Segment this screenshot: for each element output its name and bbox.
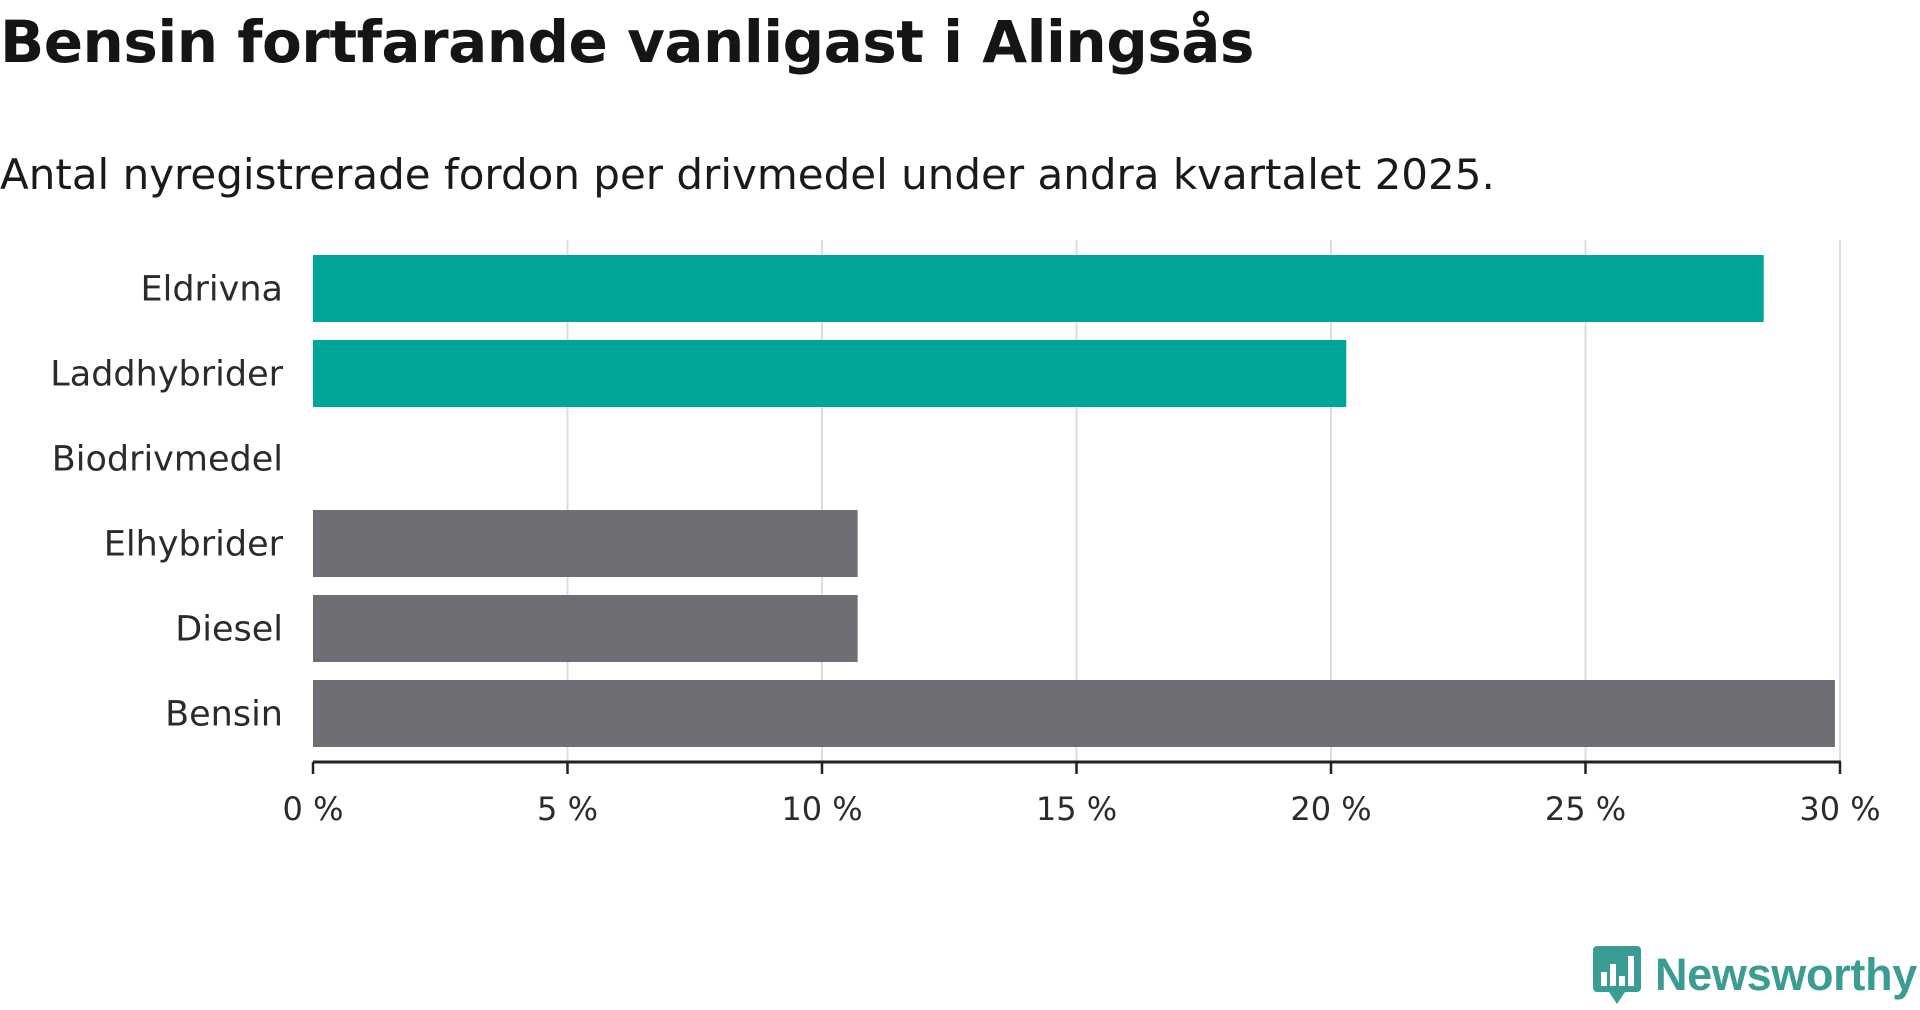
category-label: Eldrivna bbox=[140, 270, 283, 310]
x-tick-label: 15 % bbox=[1036, 790, 1117, 828]
category-label: Bensin bbox=[165, 695, 283, 735]
x-tick-label: 30 % bbox=[1799, 790, 1880, 828]
newsworthy-bar-chart-icon bbox=[1592, 946, 1641, 1004]
x-tick-label: 20 % bbox=[1290, 790, 1371, 828]
category-label: Diesel bbox=[175, 610, 283, 650]
newsworthy-logo-text: Newsworthy bbox=[1654, 949, 1917, 1000]
bar-diesel bbox=[313, 595, 858, 662]
category-label: Biodrivmedel bbox=[52, 440, 283, 480]
newsworthy-logo: Newsworthy bbox=[1592, 940, 1917, 1010]
bar-laddhybrider bbox=[313, 340, 1347, 407]
bar-eldrivna bbox=[313, 255, 1764, 322]
category-label: Elhybrider bbox=[104, 525, 284, 565]
bar-bensin bbox=[313, 680, 1835, 747]
x-tick-label: 0 % bbox=[283, 790, 344, 828]
x-tick-label: 10 % bbox=[781, 790, 862, 828]
x-tick-label: 25 % bbox=[1545, 790, 1626, 828]
category-label: Laddhybrider bbox=[50, 355, 283, 395]
chart-title: Bensin fortfarande vanligast i Alingsås bbox=[0, 8, 1254, 76]
bar-elhybrider bbox=[313, 510, 858, 577]
bar-chart: Eldrivna Laddhybrider Biodrivmedel Elhybrid… bbox=[50, 240, 1881, 828]
x-tick-label: 5 % bbox=[537, 790, 598, 828]
chart-subtitle: Antal nyregistrerade fordon per drivmede… bbox=[0, 150, 1495, 199]
